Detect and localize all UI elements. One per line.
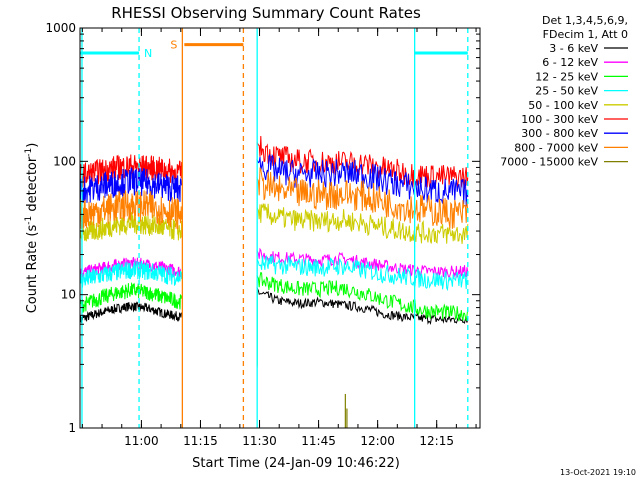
- series-line-50_100keV-seg1: [256, 203, 469, 244]
- y-axis-label-exponent2: -1: [24, 148, 34, 157]
- x-axis: 11:00 11:15 11:30 11:45 12:00 12:15: [81, 28, 477, 448]
- legend: Det 1,3,4,5,6,9, FDecim 1, Att 0 3 - 6 k…: [500, 14, 628, 169]
- series-line-300_800keV-seg1: [256, 153, 469, 207]
- legend-label-8: 7000 - 15000 keV: [500, 156, 598, 169]
- flag-label-S: S: [170, 39, 177, 52]
- y-axis-label-part1: Count Rate (s: [25, 225, 40, 314]
- y-axis-label: Count Rate (s-1 detector-1): [24, 143, 40, 314]
- series-line-800_7000keV-seg0: [79, 190, 183, 230]
- series-line-300_800keV-seg0: [79, 167, 183, 205]
- legend-label-3: 25 - 50 keV: [535, 85, 598, 98]
- legend-label-0: 3 - 6 keV: [549, 42, 598, 55]
- series-line-25_50keV-seg0: [79, 260, 183, 288]
- legend-label-7: 800 - 7000 keV: [514, 141, 598, 154]
- x-axis-label: Start Time (24-Jan-09 10:46:22): [192, 456, 400, 471]
- x-tick-label-1: 11:15: [183, 434, 218, 448]
- x-tick-label-3: 11:45: [301, 434, 336, 448]
- series-line-800_7000keV-seg1: [256, 167, 469, 229]
- legend-label-4: 50 - 100 keV: [528, 99, 598, 112]
- marker-layer: NS: [80, 28, 469, 428]
- y-tick-label-0: 1: [68, 421, 76, 435]
- plot-area: NS 11:00 11:15 11:30 11:45 12:00 12:15 110100…: [45, 21, 481, 448]
- series-layer: [79, 135, 469, 428]
- flag-label-N: N: [144, 47, 152, 60]
- plot-frame: [79, 27, 481, 429]
- timestamp: 13-Oct-2021 19:10: [560, 468, 636, 477]
- legend-label-5: 100 - 300 keV: [521, 113, 598, 126]
- series-line-50_100keV-seg0: [79, 211, 183, 242]
- legend-header-line-2: FDecim 1, Att 0: [543, 28, 628, 41]
- x-tick-label-0: 11:00: [124, 434, 159, 448]
- legend-label-1: 6 - 12 keV: [542, 56, 598, 69]
- series-line-12_25keV-seg0: [79, 282, 183, 313]
- x-tick-label-5: 12:15: [419, 434, 454, 448]
- y-axis-label-exponent1: -1: [24, 216, 34, 225]
- series-line-3_6keV-seg1: [256, 287, 469, 325]
- y-axis-label-part3: ): [25, 143, 40, 148]
- x-tick-label-2: 11:30: [242, 434, 277, 448]
- series-line-25_50keV-seg1: [256, 253, 469, 292]
- y-axis-label-part2: detector: [25, 156, 40, 216]
- series-line-100_300keV-seg0: [79, 154, 183, 188]
- legend-header-line-1: Det 1,3,4,5,6,9,: [542, 14, 628, 27]
- chart-title: RHESSI Observing Summary Count Rates: [111, 4, 421, 22]
- series-line-12_25keV-seg1: [256, 271, 469, 322]
- legend-label-2: 12 - 25 keV: [535, 70, 598, 83]
- y-tick-label-2: 100: [53, 154, 76, 168]
- series-line-6_12keV-seg1: [256, 247, 469, 280]
- y-axis: 1 10 100 1000: [45, 21, 480, 435]
- y-tick-label-1: 10: [61, 288, 76, 302]
- x-tick-label-4: 12:00: [360, 434, 395, 448]
- legend-label-6: 300 - 800 keV: [521, 127, 598, 140]
- series-line-3_6keV-seg0: [79, 301, 183, 325]
- y-tick-label-3: 1000: [45, 21, 76, 35]
